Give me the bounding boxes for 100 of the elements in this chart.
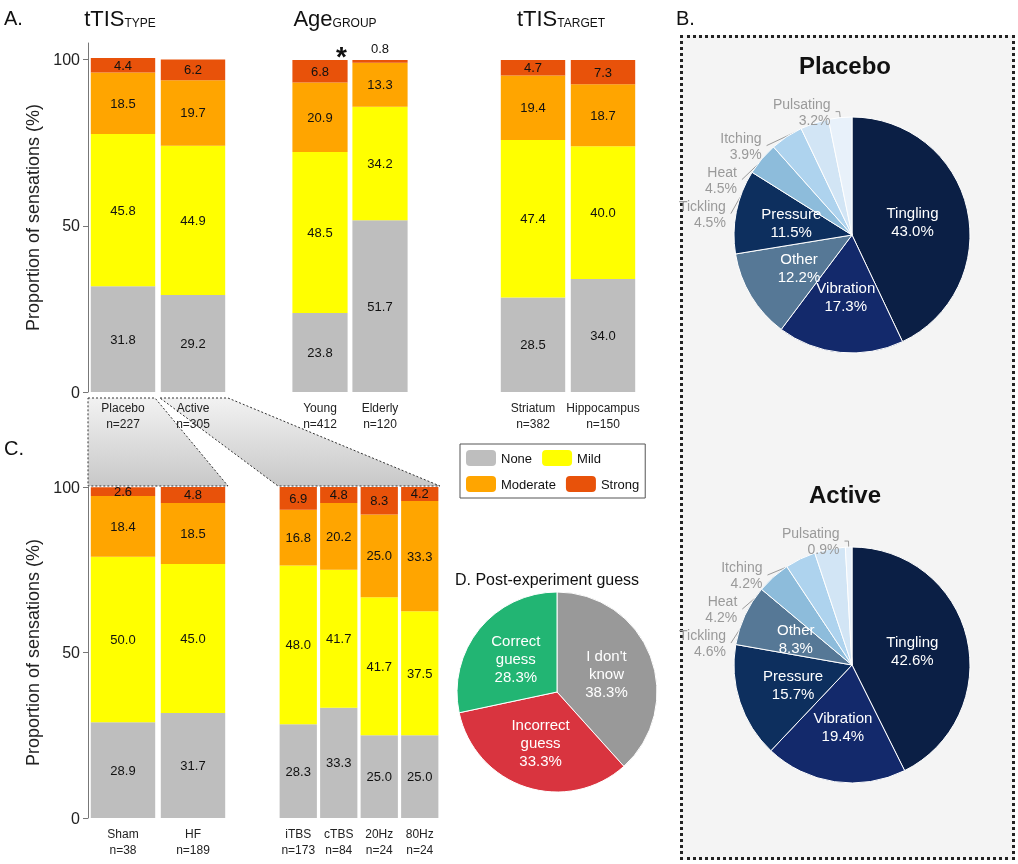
data-label: 51.7 — [367, 298, 393, 314]
data-label: 4.8 — [329, 487, 348, 503]
x-tick-label: Sham n=38 — [107, 827, 139, 857]
data-label: 4.4 — [113, 57, 133, 73]
slice-label: Pulsating — [772, 95, 831, 112]
data-label: 18.4 — [110, 518, 136, 534]
data-label: 4.6% — [694, 643, 726, 660]
y-axis-title: Proportion of sensations (%) — [23, 103, 44, 332]
slice-label: Tingling — [886, 633, 939, 651]
x-tick-label: cTBS n=84 — [324, 827, 354, 857]
data-label: 34.0 — [590, 328, 616, 344]
data-label: 6.9 — [289, 490, 308, 506]
data-label: 18.5 — [180, 526, 206, 542]
data-label: 42.6% — [891, 651, 934, 669]
data-label: 50.0 — [110, 632, 136, 648]
data-label: 34.2 — [367, 156, 393, 172]
data-label: 2.6 — [113, 484, 133, 500]
data-label: 29.2 — [180, 335, 206, 351]
data-label: 6.2 — [183, 62, 203, 78]
slice-label: Tickling — [678, 197, 726, 214]
chart-title: tTISTYPE — [84, 5, 156, 31]
slice-label: Vibration — [813, 708, 873, 726]
data-label: 41.7 — [326, 631, 352, 647]
data-label: 4.2% — [730, 575, 763, 592]
data-label: 15.7% — [771, 684, 815, 702]
data-label: 28.9 — [110, 762, 136, 778]
data-label: 0.9% — [807, 541, 840, 558]
data-label: 40.0 — [590, 205, 616, 221]
slice-label: Other — [780, 249, 818, 267]
data-label: 47.4 — [520, 211, 546, 227]
data-label: 19.7 — [180, 105, 206, 121]
x-tick-label: Active n=305 — [176, 401, 211, 431]
x-tick-label: iTBS n=173 — [281, 827, 316, 857]
data-label: 7.3 — [593, 64, 613, 80]
y-tick-label: 50 — [62, 644, 81, 661]
x-tick-label: Hippocampus n=150 — [566, 401, 640, 431]
x-tick-label: Young n=412 — [303, 401, 338, 431]
y-tick-label: 0 — [71, 809, 81, 827]
data-label: 20.9 — [307, 109, 333, 125]
data-label: 25.0 — [407, 769, 433, 785]
slice-label: Pressure — [763, 666, 824, 684]
data-label: 33.3 — [407, 548, 433, 564]
data-label: 0.8 — [370, 41, 390, 56]
text: A. — [4, 7, 23, 29]
chart-title: D. Post-experiment guess — [455, 570, 640, 588]
data-label: 31.7 — [180, 758, 206, 774]
legend-label: Moderate — [501, 476, 556, 492]
x-tick-label: Placebo n=227 — [101, 401, 145, 431]
y-tick-label: 100 — [53, 478, 81, 496]
slice-label: Itching — [721, 559, 763, 576]
data-label: 20.2 — [326, 528, 352, 544]
data-label: 41.7 — [366, 658, 392, 674]
data-label: 19.4 — [520, 100, 546, 116]
data-label: 28.5 — [520, 337, 546, 353]
data-label: 25.0 — [366, 548, 392, 564]
slice-label: I don't know — [586, 646, 628, 682]
chart-title: AgeGROUP — [293, 5, 377, 31]
chart-title: Active — [808, 480, 882, 508]
slice-label: Correct guess — [491, 632, 542, 668]
data-label: 19.4% — [821, 726, 865, 744]
data-label: 18.5 — [110, 95, 136, 111]
data-label: 11.5% — [770, 223, 812, 241]
y-tick-label: 50 — [62, 217, 81, 235]
data-label: 3.9% — [729, 145, 762, 162]
text: C. — [4, 437, 24, 459]
data-label: 8.3 — [370, 493, 389, 509]
x-tick-label: HF n=189 — [176, 827, 211, 857]
data-label: 33.3% — [519, 751, 562, 769]
data-label: 8.3% — [778, 639, 813, 657]
y-axis-title: Proportion of sensations (%) — [23, 538, 44, 767]
slice-label: Pressure — [761, 205, 822, 223]
slice-label: Incorrect guess — [511, 715, 571, 751]
slice-label: Pulsating — [781, 525, 840, 542]
data-label: 17.3% — [824, 297, 868, 315]
annotation: * — [336, 40, 348, 72]
x-tick-label: Striatum n=382 — [510, 401, 556, 431]
slice-label: Itching — [720, 129, 762, 146]
data-label: 13.3 — [367, 77, 393, 93]
x-tick-label: Elderly n=120 — [361, 401, 399, 431]
data-label: 4.5% — [693, 213, 726, 230]
y-tick-label: 100 — [53, 51, 81, 69]
data-label: 45.0 — [180, 631, 206, 647]
text: B. — [676, 7, 695, 29]
data-label: 48.5 — [307, 224, 333, 240]
data-label: 33.3 — [326, 755, 352, 771]
data-label: 38.3% — [585, 682, 628, 700]
chart-title: tTISTARGET — [516, 5, 606, 31]
legend-label: Strong — [600, 476, 640, 492]
slice-label: Tingling — [886, 203, 939, 221]
data-label: 31.8 — [110, 331, 136, 347]
slice-label: Heat — [707, 163, 738, 180]
data-label: 28.3% — [494, 668, 538, 686]
data-label: 37.5 — [407, 665, 433, 681]
data-label: 3.2% — [798, 111, 831, 128]
data-label: 16.8 — [285, 530, 311, 546]
data-label: 4.7 — [523, 60, 543, 76]
data-label: 4.2 — [410, 486, 429, 502]
legend-label: Mild — [577, 450, 601, 466]
data-label: 4.5% — [704, 179, 737, 196]
data-label: 6.8 — [310, 63, 330, 79]
